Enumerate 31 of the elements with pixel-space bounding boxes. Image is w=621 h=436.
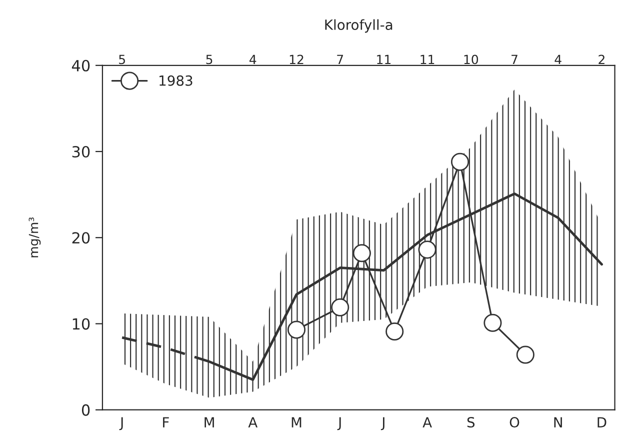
category-label: 5 <box>119 54 125 64</box>
x-tick-label: M <box>204 417 214 428</box>
category-label: 11 <box>377 54 390 64</box>
x-tick-label: J <box>119 417 123 430</box>
y-tick-label: 40 <box>72 60 90 72</box>
x-tick-label: A <box>422 417 432 428</box>
y-tick-label: 0 <box>82 404 90 416</box>
category-label: 7 <box>512 54 518 64</box>
category-label: 11 <box>420 54 434 64</box>
category-label: 4 <box>554 54 562 64</box>
legend-label: 1983 <box>160 75 192 86</box>
x-tick-label: N <box>554 417 562 428</box>
y-tick-label: 20 <box>72 232 90 244</box>
category-label: 4 <box>250 54 256 64</box>
category-label: 7 <box>337 54 344 64</box>
x-tick-label: D <box>598 417 606 428</box>
x-tick-label: F <box>163 417 169 428</box>
x-tick-label: O <box>510 417 520 428</box>
y-tick-label: 10 <box>72 318 90 330</box>
category-label: 2 <box>598 54 604 64</box>
category-label: 10 <box>464 54 478 64</box>
x-tick-label: A <box>248 417 258 428</box>
x-tick-label: J <box>380 417 384 430</box>
x-tick-label: M <box>292 417 302 428</box>
text: Klorofyll-a <box>325 19 392 33</box>
y-axis-title: mg/m³ <box>28 218 41 258</box>
y-tick-label: 30 <box>72 146 90 158</box>
x-tick-label: J <box>337 417 341 430</box>
x-tick-label: S <box>467 417 475 428</box>
category-label: 12 <box>290 54 304 64</box>
category-label: 5 <box>206 54 212 64</box>
